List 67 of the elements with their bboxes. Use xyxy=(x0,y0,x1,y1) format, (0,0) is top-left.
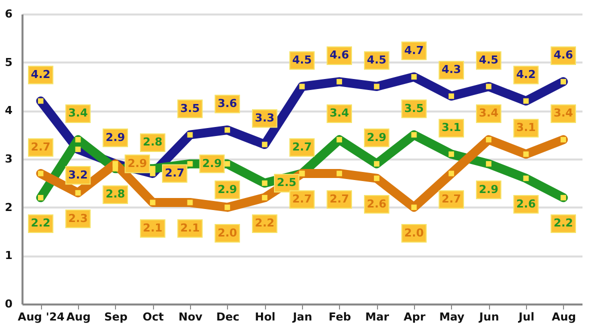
data-label: 3.6 xyxy=(218,97,238,110)
data-label: 2.7 xyxy=(30,140,50,154)
data-label: 3.1 xyxy=(442,121,462,134)
data-label: 2.7 xyxy=(164,166,184,180)
x-tick-label: May xyxy=(439,310,464,324)
x-tick-label: Oct xyxy=(142,310,164,324)
data-label: 2.1 xyxy=(180,222,200,234)
data-label: 2.0 xyxy=(404,226,424,240)
x-tick-label: Aug xyxy=(66,310,91,324)
data-label: 4.7 xyxy=(404,44,424,57)
data-label: 4.5 xyxy=(292,54,312,66)
data-label: 4.2 xyxy=(516,68,536,81)
data-label: 3.4 xyxy=(478,106,499,120)
data-label: 4.6 xyxy=(554,48,574,62)
data-label: 3.3 xyxy=(254,112,274,124)
y-tick-label: 4 xyxy=(4,104,13,118)
y-tick-label: 5 xyxy=(4,56,12,69)
data-label: 2.9 xyxy=(202,156,222,170)
data-label: 2.7 xyxy=(442,192,462,206)
x-tick-label: Feb xyxy=(328,310,352,324)
x-tick-label: Aug '24 xyxy=(18,310,65,324)
data-label: 2.9 xyxy=(218,182,238,196)
x-tick-label: Jul xyxy=(518,310,534,324)
y-tick-label: 0 xyxy=(4,298,13,310)
data-label: 2.2 xyxy=(30,216,50,230)
data-label: 2.8 xyxy=(106,188,126,201)
x-tick-label: Jun xyxy=(478,310,500,324)
x-tick-label: Jan xyxy=(292,310,312,324)
y-tick-label: 1 xyxy=(4,249,12,262)
x-tick-label: Nov xyxy=(178,310,204,324)
data-label: 2.6 xyxy=(366,197,387,210)
data-label: 2.7 xyxy=(292,192,312,206)
data-label: 4.3 xyxy=(442,63,462,76)
data-label: 2.7 xyxy=(292,140,312,154)
x-tick-label: Aug xyxy=(552,310,576,324)
data-label: 3.4 xyxy=(68,106,88,120)
data-label: 2.9 xyxy=(106,130,126,144)
data-label: 2.0 xyxy=(218,226,238,240)
data-label: 2.2 xyxy=(254,216,274,230)
y-tick-label: 6 xyxy=(4,8,13,20)
data-label: 3.4 xyxy=(330,106,350,120)
data-label: 2.9 xyxy=(366,130,386,144)
x-tick-label: Hol xyxy=(254,310,276,324)
data-label: 4.6 xyxy=(330,48,350,62)
y-tick-label: 3 xyxy=(4,152,12,166)
data-label: 3.1 xyxy=(516,121,536,134)
data-label: 2.8 xyxy=(142,136,162,149)
data-label: 3.2 xyxy=(68,168,88,182)
data-label: 3.4 xyxy=(554,106,574,120)
x-tick-label: Mar xyxy=(365,310,390,324)
x-tick-label: Sep xyxy=(104,310,128,324)
data-label: 3.5 xyxy=(404,102,424,115)
data-label: 4.5 xyxy=(366,54,386,66)
data-label: 2.6 xyxy=(516,197,536,210)
data-label: 2.9 xyxy=(478,182,498,196)
data-label: 2.3 xyxy=(68,212,88,225)
data-label: 3.5 xyxy=(180,102,200,115)
data-label: 2.1 xyxy=(142,222,162,234)
x-tick-label: Dec xyxy=(216,310,240,324)
data-label: 2.2 xyxy=(554,216,574,230)
y-tick-label: 2 xyxy=(4,200,12,214)
x-tick-label: Apr xyxy=(404,310,426,324)
data-label: 4.2 xyxy=(30,68,50,81)
data-label: 4.5 xyxy=(478,54,498,66)
data-label: 2.5 xyxy=(276,176,296,190)
data-label: 2.7 xyxy=(330,192,350,206)
data-label: 2.9 xyxy=(128,156,148,170)
